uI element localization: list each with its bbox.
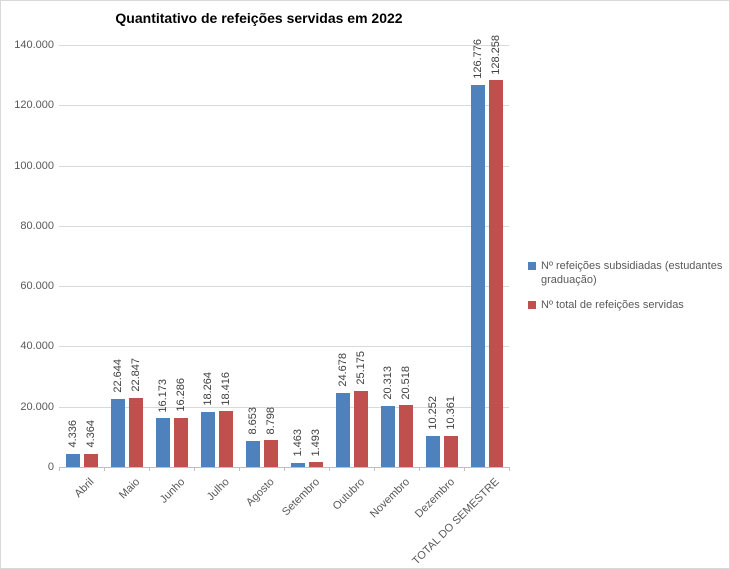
bar-value-label: 16.286	[174, 378, 187, 412]
bar-total-refeicoes	[488, 80, 503, 467]
bar-value-label: 18.264	[201, 372, 214, 406]
legend-label-subsidiadas: Nº refeições subsidiadas (estudantes gra…	[541, 260, 723, 286]
x-axis-tick	[104, 467, 105, 471]
bar-total-refeicoes	[308, 462, 323, 467]
bar-total-refeicoes	[83, 453, 98, 467]
bar-value-label: 8.798	[264, 406, 277, 435]
bar-value-label: 126.776	[471, 39, 484, 79]
bar-value-label: 18.416	[219, 371, 232, 406]
bar-total-refeicoes	[128, 398, 143, 467]
x-axis-category-label: Dezembro	[412, 476, 457, 521]
x-axis-category-label: Junho	[157, 476, 187, 506]
x-axis-category-label: Abril	[72, 476, 97, 501]
bar-refeicoes-subsidiadas	[335, 392, 350, 467]
x-axis-tick	[194, 467, 195, 471]
legend-item-total: Nº total de refeições servidas	[528, 298, 728, 312]
gridline	[59, 165, 509, 167]
bar-refeicoes-subsidiadas	[65, 453, 80, 467]
bar-value-label: 24.678	[336, 352, 349, 387]
x-axis-category-label: Setembro	[279, 476, 322, 519]
x-axis-tick	[239, 467, 240, 471]
bar-total-refeicoes	[173, 417, 188, 467]
x-axis-tick	[464, 467, 465, 471]
bar-value-label: 10.252	[426, 396, 439, 431]
gridline	[59, 406, 509, 408]
bar-value-label: 20.518	[399, 365, 412, 400]
bar-total-refeicoes	[353, 391, 368, 467]
gridline	[59, 105, 509, 107]
y-axis-tick-label: 100.000	[14, 159, 54, 172]
bar-refeicoes-subsidiadas	[290, 462, 305, 467]
bar-value-label: 1.463	[291, 429, 304, 457]
y-axis-tick-label: 20.000	[20, 400, 54, 413]
bar-value-label: 25.175	[354, 351, 367, 386]
y-axis-tick-label: 120.000	[14, 99, 54, 112]
y-axis-tick-label: 140.000	[14, 39, 54, 51]
x-axis-tick	[329, 467, 330, 471]
bar-refeicoes-subsidiadas	[245, 440, 260, 467]
gridline	[59, 346, 509, 348]
bar-total-refeicoes	[263, 440, 278, 467]
x-axis-tick	[419, 467, 420, 471]
legend-marker-blue-icon	[528, 262, 536, 270]
bar-value-label: 16.173	[156, 378, 169, 413]
legend-label-total: Nº total de refeições servidas	[541, 299, 684, 311]
x-axis-category-label: Outubro	[330, 476, 367, 513]
gridline	[59, 286, 509, 288]
x-axis-category-label: Novembro	[367, 476, 412, 521]
x-axis-tick	[59, 467, 60, 471]
bar-value-label: 4.364	[84, 420, 97, 448]
bar-refeicoes-subsidiadas	[470, 84, 485, 467]
y-axis-tick-label: 80.000	[20, 219, 54, 232]
gridline	[59, 225, 509, 227]
legend-item-subsidiadas: Nº refeições subsidiadas (estudantes gra…	[528, 259, 728, 287]
bar-refeicoes-subsidiadas	[200, 411, 215, 467]
bar-refeicoes-subsidiadas	[425, 436, 440, 467]
bar-value-label: 20.313	[381, 366, 394, 400]
bar-value-label: 4.336	[66, 420, 79, 448]
bar-refeicoes-subsidiadas	[380, 405, 395, 467]
gridline	[59, 45, 509, 46]
x-axis-tick	[284, 467, 285, 471]
bar-value-label: 22.847	[129, 358, 142, 393]
bar-refeicoes-subsidiadas	[110, 398, 125, 467]
x-axis-tick	[374, 467, 375, 471]
bar-total-refeicoes	[218, 411, 233, 467]
bar-total-refeicoes	[443, 435, 458, 467]
x-axis-category-label: Agosto	[244, 476, 277, 509]
bar-value-label: 22.644	[111, 359, 124, 393]
x-axis-tick	[509, 467, 510, 471]
x-axis-category-label: Maio	[116, 476, 142, 502]
y-axis-tick-label: 60.000	[20, 280, 54, 293]
x-axis-category-label: TOTAL DO SEMESTRE	[410, 476, 502, 568]
bar-value-label: 1.493	[309, 428, 322, 457]
y-axis-tick-label: 0	[47, 461, 54, 473]
bar-value-label: 10.361	[444, 396, 457, 430]
chart-title: Quantitativo de refeições servidas em 20…	[115, 10, 403, 26]
bar-value-label: 128.258	[489, 34, 502, 75]
legend-marker-red-icon	[528, 301, 536, 309]
bar-total-refeicoes	[398, 405, 413, 467]
x-axis-tick	[149, 467, 150, 471]
legend: Nº refeições subsidiadas (estudantes gra…	[528, 259, 728, 323]
bar-refeicoes-subsidiadas	[155, 418, 170, 467]
bar-value-label: 8.653	[246, 407, 259, 435]
x-axis-category-label: Julho	[204, 476, 232, 504]
y-axis-tick-label: 40.000	[20, 340, 54, 353]
